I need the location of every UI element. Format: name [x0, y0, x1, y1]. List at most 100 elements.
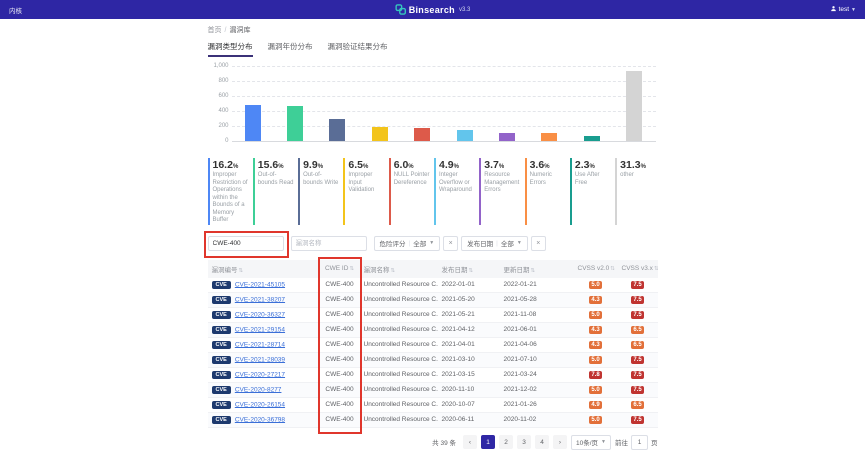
cell-vuln-id: CVE CVE-2021-29154 [208, 322, 320, 337]
column-header-1[interactable]: 漏洞编号⇅ [208, 260, 320, 278]
column-header-7[interactable]: CVSS v3.x⇅ [618, 260, 658, 278]
column-header-6[interactable]: CVSS v2.0⇅ [574, 260, 618, 278]
chevron-down-icon: ▼ [517, 240, 522, 246]
table-row: CVECVE-2021-38207CWE-400Uncontrolled Res… [208, 292, 658, 307]
cell-cwe-id: CWE-400 [320, 382, 360, 397]
chart-bar-7 [499, 133, 515, 141]
page-button-3[interactable]: 3 [517, 435, 531, 449]
nav-left-menu[interactable]: 内核 [9, 5, 22, 15]
stat-card-4: 6.5%Improper Input Validation [343, 158, 385, 225]
sort-icon[interactable]: ⇅ [610, 266, 615, 272]
score-badge: 6.5 [631, 401, 644, 409]
stat-card-10: 31.3%other [615, 158, 657, 225]
cell-published-date: 2021-03-10 [438, 352, 500, 367]
page-button-1[interactable]: 1 [481, 435, 495, 449]
user-name: test [839, 6, 849, 13]
cell-published-date: 2020-11-10 [438, 382, 500, 397]
user-menu[interactable]: test ▼ [830, 5, 856, 14]
cve-link[interactable]: CVE-2020-27217 [235, 371, 285, 378]
tab-3[interactable]: 漏洞验证结果分布 [328, 41, 388, 57]
column-header-2[interactable]: CWE ID⇅ [320, 260, 360, 278]
column-header-5[interactable]: 更新日期⇅ [500, 260, 574, 278]
filter-chip-2[interactable]: 发布日期|全部▼ [461, 236, 528, 251]
tab-1[interactable]: 漏洞类型分布 [208, 41, 253, 57]
chip-label: 危险评分 [380, 238, 406, 248]
cve-link[interactable]: CVE-2021-38207 [235, 296, 285, 303]
chip-value: 全部 [501, 238, 514, 248]
cell-cwe-id: CWE-400 [320, 367, 360, 382]
stat-percent: 3.6% [530, 159, 566, 171]
chart-bar-10 [626, 71, 642, 141]
cve-link[interactable]: CVE-2021-28714 [235, 341, 285, 348]
cell-cvss3: 7.5 [618, 307, 658, 322]
cve-link[interactable]: CVE-2021-28039 [235, 356, 285, 363]
cve-link[interactable]: CVE-2020-8277 [235, 386, 282, 393]
results-table: 漏洞编号⇅CWE ID⇅漏洞名称⇅发布日期⇅更新日期⇅CVSS v2.0⇅CVS… [208, 260, 658, 428]
sort-icon[interactable]: ⇅ [349, 266, 354, 272]
cve-link[interactable]: CVE-2020-26154 [235, 401, 285, 408]
chart-bar-2 [287, 106, 303, 141]
filter-chip-1[interactable]: 危险评分|全部▼ [374, 236, 441, 251]
page-size-value: 10条/页 [576, 437, 598, 447]
page-button-4[interactable]: 4 [535, 435, 549, 449]
cell-vuln-name: Uncontrolled Resource C... [360, 307, 438, 322]
cell-cvss3: 6.5 [618, 322, 658, 337]
stat-card-2: 15.6%Out-of-bounds Read [253, 158, 295, 225]
breadcrumb-current: 漏洞库 [229, 27, 250, 34]
cve-link[interactable]: CVE-2021-29154 [235, 326, 285, 333]
cell-updated-date: 2022-01-21 [500, 278, 574, 293]
sort-icon[interactable]: ⇅ [391, 268, 396, 274]
score-badge: 6.5 [631, 341, 644, 349]
stat-percent: 16.2% [213, 159, 249, 171]
chip-label: 发布日期 [467, 238, 493, 248]
user-icon [830, 5, 837, 14]
stat-percent: 6.0% [394, 159, 430, 171]
stat-percent: 2.3% [575, 159, 611, 171]
cve-link[interactable]: CVE-2021-45105 [235, 281, 285, 288]
page-button-2[interactable]: 2 [499, 435, 513, 449]
table-row: CVECVE-2020-8277CWE-400Uncontrolled Reso… [208, 382, 658, 397]
sort-icon[interactable]: ⇅ [654, 266, 658, 272]
cell-vuln-id: CVECVE-2020-36798 [208, 412, 320, 427]
sort-icon[interactable]: ⇅ [469, 268, 474, 274]
goto-page-input[interactable] [631, 435, 648, 450]
breadcrumb: 首页/漏洞库 [208, 25, 658, 35]
chevron-down-icon: ▼ [601, 439, 606, 445]
cell-cvss2: 4.3 [574, 322, 618, 337]
breadcrumb-home[interactable]: 首页 [208, 27, 222, 34]
cell-published-date: 2021-05-21 [438, 307, 500, 322]
chart-bar-4 [372, 127, 388, 141]
cve-badge: CVE [212, 326, 231, 334]
score-badge: 4.9 [589, 401, 602, 409]
score-badge: 4.3 [589, 341, 602, 349]
tab-2[interactable]: 漏洞年份分布 [268, 41, 313, 57]
cell-vuln-id: CVECVE-2020-27217 [208, 367, 320, 382]
score-badge: 5.0 [589, 281, 602, 289]
results-table-wrap: 漏洞编号⇅CWE ID⇅漏洞名称⇅发布日期⇅更新日期⇅CVSS v2.0⇅CVS… [208, 260, 658, 428]
cve-link[interactable]: CVE-2020-36327 [235, 311, 285, 318]
cell-cwe-id: CWE-400 [320, 352, 360, 367]
sort-icon[interactable]: ⇅ [239, 268, 244, 274]
cell-vuln-name: Uncontrolled Resource C... [360, 382, 438, 397]
chip-close-button[interactable]: × [531, 236, 546, 251]
column-header-3[interactable]: 漏洞名称⇅ [360, 260, 438, 278]
chart-bar-6 [457, 130, 473, 141]
pagination-next-button[interactable]: › [553, 435, 567, 449]
y-tick-label: 0 [225, 138, 228, 144]
score-badge: 7.8 [589, 371, 602, 379]
stat-card-5: 6.0%NULL Pointer Dereference [389, 158, 431, 225]
page-size-select[interactable]: 10条/页 ▼ [571, 435, 611, 450]
stat-card-6: 4.9%Integer Overflow or Wraparound [434, 158, 476, 225]
column-header-4[interactable]: 发布日期⇅ [438, 260, 500, 278]
column-header-label: 漏洞编号 [212, 267, 238, 274]
vuln-name-search-input[interactable] [291, 236, 367, 251]
chip-close-button[interactable]: × [443, 236, 458, 251]
cwe-search-input[interactable] [208, 236, 284, 251]
cell-cvss2: 5.0 [574, 307, 618, 322]
brand: Binsearch v3.3 [395, 4, 471, 15]
cve-link[interactable]: CVE-2020-36798 [235, 416, 285, 423]
cell-cvss2: 7.8 [574, 367, 618, 382]
sort-icon[interactable]: ⇅ [531, 268, 536, 274]
stat-label: Resource Management Errors [484, 172, 520, 195]
pagination-prev-button[interactable]: ‹ [463, 435, 477, 449]
